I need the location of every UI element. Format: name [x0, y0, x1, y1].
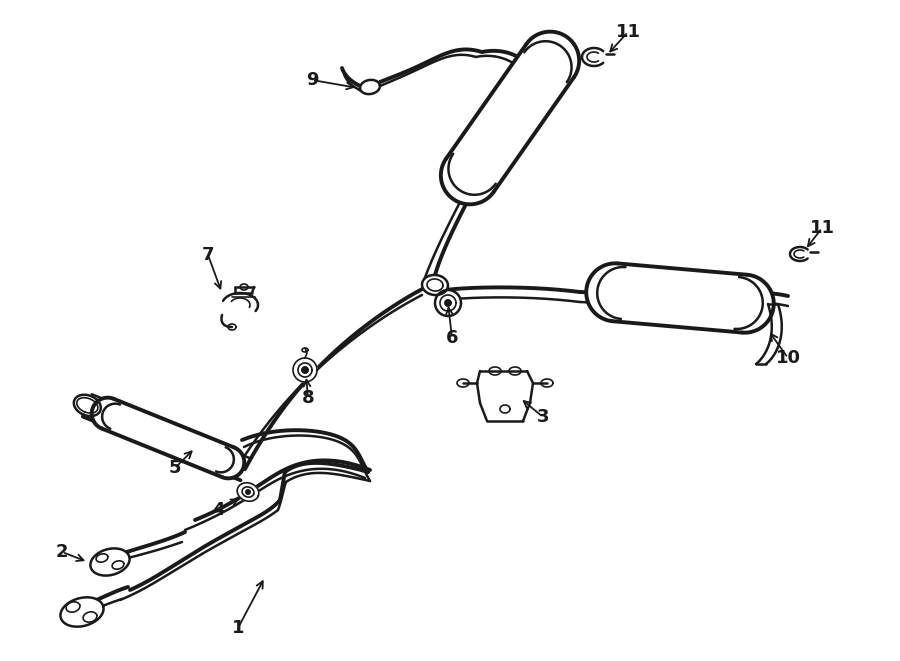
Polygon shape: [293, 358, 317, 382]
Polygon shape: [509, 367, 521, 375]
Text: 3: 3: [536, 408, 549, 426]
Polygon shape: [422, 275, 448, 295]
Text: 5: 5: [169, 459, 181, 477]
Polygon shape: [246, 490, 250, 494]
Polygon shape: [60, 598, 104, 627]
Polygon shape: [90, 549, 130, 576]
Polygon shape: [360, 80, 380, 94]
Polygon shape: [500, 405, 510, 413]
Polygon shape: [238, 483, 259, 501]
Text: 2: 2: [56, 543, 68, 561]
Polygon shape: [435, 290, 461, 316]
Text: 6: 6: [446, 329, 458, 347]
Polygon shape: [441, 32, 579, 204]
Text: 11: 11: [809, 219, 834, 237]
Polygon shape: [74, 395, 101, 416]
Text: 7: 7: [202, 246, 214, 264]
Text: 4: 4: [212, 501, 224, 519]
Polygon shape: [457, 379, 469, 387]
Polygon shape: [586, 263, 774, 332]
Text: 1: 1: [232, 619, 244, 637]
Text: 8: 8: [302, 389, 314, 407]
Polygon shape: [302, 367, 308, 373]
Text: 10: 10: [776, 349, 800, 367]
Polygon shape: [541, 379, 553, 387]
Text: 9: 9: [306, 71, 319, 89]
Polygon shape: [445, 300, 451, 306]
Text: 11: 11: [616, 23, 641, 41]
Polygon shape: [92, 398, 244, 479]
Polygon shape: [489, 367, 501, 375]
